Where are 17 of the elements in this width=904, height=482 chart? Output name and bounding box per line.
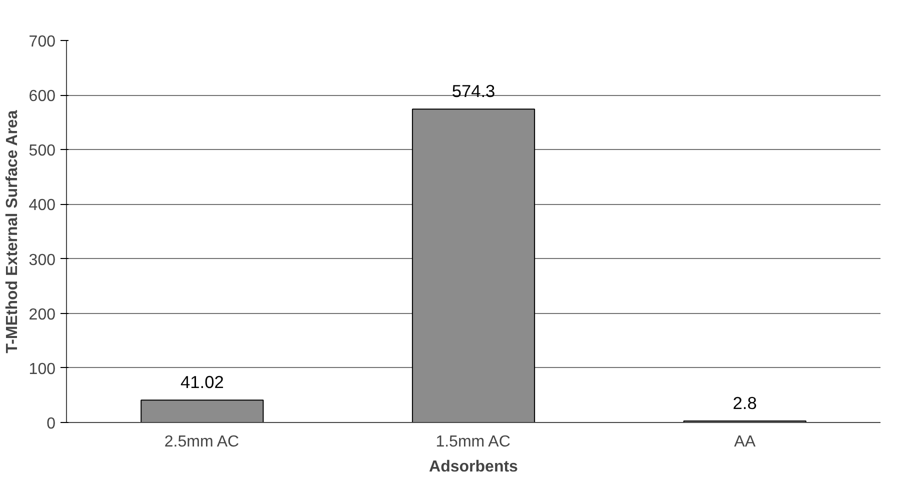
y-tick-label: 0 xyxy=(46,416,56,432)
x-tick-label: AA xyxy=(734,434,756,450)
bar xyxy=(412,108,536,422)
data-label: 2.8 xyxy=(732,392,757,413)
y-tick-label: 300 xyxy=(28,252,56,269)
y-axis-title: T-MEthod External Surface Area xyxy=(4,110,21,354)
x-tick-label: 2.5mm AC xyxy=(164,434,240,450)
bar xyxy=(140,400,264,422)
y-tick-label: 400 xyxy=(28,197,56,214)
y-tick-label: 200 xyxy=(28,306,56,324)
y-tick-label: 700 xyxy=(28,34,56,50)
data-label: 41.02 xyxy=(180,372,224,392)
x-axis-title: Adsorbents xyxy=(429,458,518,476)
y-tick-label: 600 xyxy=(28,88,56,106)
x-tick-label: 1.5mm AC xyxy=(436,434,510,450)
y-tick-label: 500 xyxy=(28,142,56,160)
y-tick-label: 100 xyxy=(28,360,56,378)
